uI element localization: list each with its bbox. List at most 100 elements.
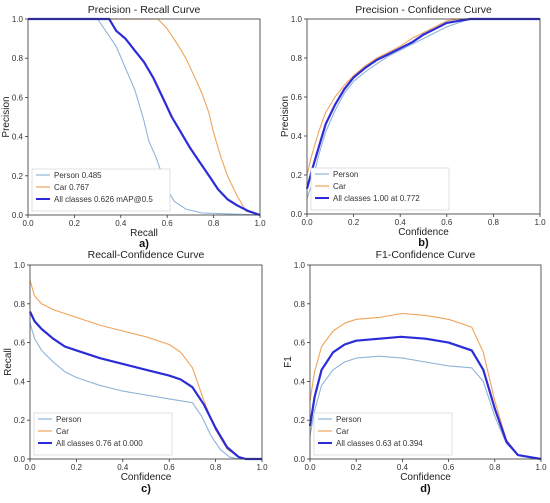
legend-box — [31, 168, 171, 212]
y-tick-label: 0.4 — [294, 377, 306, 386]
x-tick-label: 1.0 — [534, 218, 546, 227]
y-tick-label: 0.6 — [294, 339, 306, 348]
series-line-car — [309, 312, 542, 460]
x-tick-label: 0.6 — [441, 218, 453, 227]
y-tick-label: 0.0 — [294, 455, 306, 464]
x-axis-label: Confidence — [398, 227, 449, 238]
series-line-all — [28, 17, 261, 217]
x-tick-label: 0.2 — [351, 463, 363, 472]
legend-entry: Car — [336, 427, 349, 436]
x-axis-label: Confidence — [400, 472, 451, 483]
series-line-all — [29, 311, 262, 461]
x-tick-label: 0.0 — [22, 219, 34, 228]
y-tick-label: 0.6 — [14, 339, 26, 348]
y-tick-label: 1.0 — [12, 15, 24, 24]
y-tick-label: 0.6 — [291, 93, 303, 102]
x-tick-label: 0.4 — [395, 218, 407, 227]
y-tick-label: 0.4 — [12, 133, 24, 142]
panel-label: c) — [141, 483, 151, 495]
chart-title: Precision - Confidence Curve — [355, 4, 492, 16]
series-line-person — [29, 323, 262, 460]
y-tick-label: 1.0 — [14, 261, 26, 270]
series-line-car — [306, 18, 540, 176]
x-tick-label: 0.4 — [115, 219, 127, 228]
x-tick-label: 0.0 — [304, 463, 316, 472]
series-line-person — [28, 18, 261, 216]
legend-entry: Person — [333, 170, 358, 179]
chart-title: F1-Confidence Curve — [376, 249, 476, 261]
panel-label: d) — [420, 483, 431, 495]
y-axis-label: Precision — [280, 96, 291, 137]
legend-box — [313, 412, 453, 456]
plot-frame — [306, 18, 541, 215]
x-axis-label: Confidence — [121, 472, 172, 483]
y-tick-label: 0.8 — [12, 54, 24, 63]
y-tick-label: 0.0 — [12, 211, 24, 220]
y-tick-label: 0.2 — [291, 171, 303, 180]
x-tick-label: 0.2 — [71, 463, 83, 472]
y-tick-label: 0.2 — [12, 172, 24, 181]
legend-entry: All classes 0.63 at 0.394 — [336, 439, 423, 448]
y-tick-label: 0.8 — [291, 54, 303, 63]
legend-box — [33, 412, 173, 456]
y-axis-label: Recall — [3, 348, 14, 376]
plot-frame — [309, 264, 542, 460]
legend-entry: All classes 0.626 mAP@0.5 — [54, 195, 153, 204]
panel-label: a) — [139, 238, 149, 250]
x-tick-label: 0.4 — [117, 463, 129, 472]
y-tick-label: 0.8 — [14, 300, 26, 309]
x-tick-label: 0.2 — [348, 218, 360, 227]
legend-entry: Person — [56, 415, 81, 424]
x-tick-label: 0.0 — [24, 463, 36, 472]
x-tick-label: 0.0 — [301, 218, 313, 227]
x-tick-label: 1.0 — [256, 463, 268, 472]
legend-entry: All classes 1.00 at 0.772 — [333, 194, 420, 203]
y-tick-label: 0.6 — [12, 93, 24, 102]
x-tick-label: 0.6 — [443, 463, 455, 472]
series-line-person — [306, 18, 540, 199]
legend-entry: Car 0.767 — [54, 183, 90, 192]
panel-f1-confidence: F1-Confidence Curve 0.0 0.2 0.4 0.6 0.8 1.0 0.0… — [283, 249, 547, 495]
x-tick-label: 0.2 — [69, 219, 81, 228]
x-tick-label: 0.8 — [489, 463, 501, 472]
chart-title: Precision - Recall Curve — [88, 4, 201, 16]
y-tick-label: 0.2 — [294, 416, 306, 425]
y-tick-label: 1.0 — [294, 261, 306, 270]
panel-label: b) — [418, 237, 429, 249]
x-tick-label: 0.4 — [397, 463, 409, 472]
x-tick-label: 0.8 — [210, 463, 222, 472]
legend-entry: Person 0.485 — [54, 171, 102, 180]
x-tick-label: 1.0 — [535, 463, 547, 472]
y-axis-label: Precision — [1, 96, 12, 137]
chart-title: Recall-Confidence Curve — [88, 249, 205, 261]
y-tick-label: 0.4 — [14, 377, 26, 386]
y-tick-label: 1.0 — [291, 15, 303, 24]
plot-frame — [27, 18, 261, 216]
x-tick-label: 0.6 — [162, 219, 174, 228]
panel-precision-confidence: Precision - Confidence Curve 0.0 0.2 0.4 0.6… — [280, 4, 546, 249]
panel-recall-confidence: Recall-Confidence Curve 0.0 0.2 0.4 0.6 0.8 1.… — [3, 249, 268, 495]
x-tick-label: 1.0 — [254, 219, 266, 228]
y-tick-label: 0.4 — [291, 132, 303, 141]
y-tick-label: 0.2 — [14, 416, 26, 425]
x-axis-label: Recall — [130, 228, 158, 239]
series-line-car — [28, 18, 261, 216]
y-tick-label: 0.8 — [294, 300, 306, 309]
legend-entry: All classes 0.76 at 0.000 — [56, 439, 143, 448]
x-tick-label: 0.6 — [164, 463, 176, 472]
panel-precision-recall: Precision - Recall Curve 0.0 0.2 0.4 0.6 0.8 1… — [1, 4, 266, 250]
legend-entry: Person — [336, 415, 361, 424]
y-axis-label: F1 — [283, 356, 294, 368]
legend-box — [310, 167, 450, 211]
y-tick-label: 0.0 — [291, 210, 303, 219]
x-tick-label: 0.8 — [208, 219, 220, 228]
legend-entry: Car — [56, 427, 69, 436]
series-line-all — [305, 17, 540, 189]
plot-frame — [29, 264, 263, 460]
series-line-all — [308, 335, 542, 461]
y-tick-label: 0.0 — [14, 455, 26, 464]
legend-entry: Car — [333, 182, 346, 191]
x-tick-label: 0.8 — [488, 218, 500, 227]
series-line-person — [309, 355, 542, 460]
